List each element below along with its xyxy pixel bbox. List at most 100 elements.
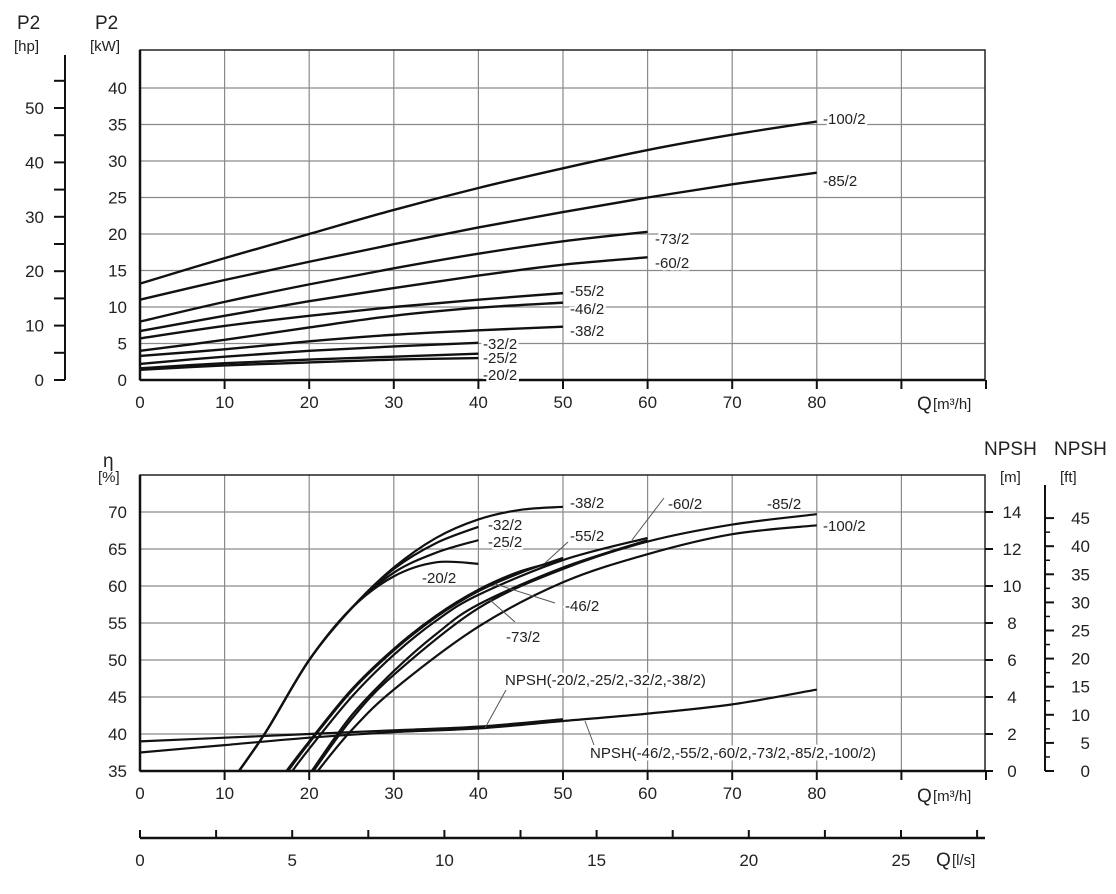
hp-tick-label: 50 xyxy=(25,99,44,118)
efficiency-curve-label: -55/2 xyxy=(570,528,604,545)
x-tick-label: 20 xyxy=(300,393,319,412)
ls-tick-label: 20 xyxy=(739,851,758,870)
npsh-curve-label: NPSH(-46/2,-55/2,-60/2,-73/2,-85/2,-100/… xyxy=(590,745,876,762)
efficiency-curve-label: -20/2 xyxy=(422,570,456,587)
ls-tick-label: 25 xyxy=(892,851,911,870)
eff-tick-label: 55 xyxy=(108,614,127,633)
power-curve-label: -60/2 xyxy=(655,255,689,272)
grid xyxy=(139,49,986,772)
npsh-ft-tick-label: 35 xyxy=(1071,565,1090,584)
kw-tick-label: 15 xyxy=(108,262,127,281)
npsh-ft-tick-label: 5 xyxy=(1081,734,1090,753)
hp-tick-label: 0 xyxy=(35,371,44,390)
npsh-m-tick-label: 4 xyxy=(1007,688,1016,707)
x-tick-label: 80 xyxy=(807,393,826,412)
eff-tick-label: 50 xyxy=(108,651,127,670)
x-tick-label: 0 xyxy=(135,393,144,412)
curves xyxy=(139,120,817,772)
efficiency-curve-60-2 xyxy=(291,536,648,772)
npsh-ft-tick-label: 40 xyxy=(1071,537,1090,556)
npsh-m-tick-label: 14 xyxy=(1003,503,1022,522)
ls-tick-label: 0 xyxy=(135,851,144,870)
kw-tick-label: 0 xyxy=(118,371,127,390)
power-curve-73-2 xyxy=(139,230,648,323)
x-tick-label: 70 xyxy=(723,784,742,803)
power-curve-100-2 xyxy=(139,120,817,285)
npsh-m-tick-label: 10 xyxy=(1003,577,1022,596)
npsh-ft-tick-label: 15 xyxy=(1071,678,1090,697)
npsh-curve-1 xyxy=(139,718,564,743)
power-curve-55-2 xyxy=(139,291,564,340)
power-curve-label: -73/2 xyxy=(655,231,689,248)
x-tick-label: 50 xyxy=(554,393,573,412)
hp-tick-label: 40 xyxy=(25,153,44,172)
efficiency-curve-85-2 xyxy=(312,513,817,772)
bottom-x-axis-unit: [m³/h] xyxy=(933,788,971,805)
x-tick-label: 80 xyxy=(807,784,826,803)
power-curve-label: -55/2 xyxy=(570,283,604,300)
label-leader-line xyxy=(489,599,516,623)
npsh-ft-tick-label: 0 xyxy=(1081,762,1090,781)
efficiency-curve-label: -46/2 xyxy=(565,598,599,615)
power-curve-25-2 xyxy=(139,352,479,370)
x-tick-label: 30 xyxy=(384,393,403,412)
efficiency-curve-20-2 xyxy=(238,560,479,772)
ls-tick-label: 5 xyxy=(287,851,296,870)
npsh-m-axis-unit: [m] xyxy=(1000,469,1021,486)
eff-tick-label: 35 xyxy=(108,762,127,781)
x-tick-label: 40 xyxy=(469,393,488,412)
eff-tick-label: 60 xyxy=(108,577,127,596)
npsh-m-axis-label: NPSH xyxy=(984,439,1037,460)
hp-tick-label: 20 xyxy=(25,262,44,281)
npsh-m-tick-label: 0 xyxy=(1007,762,1016,781)
top-kw-axis-unit: [kW] xyxy=(90,38,120,55)
efficiency-curve-label: -100/2 xyxy=(823,518,866,535)
kw-tick-label: 5 xyxy=(118,335,127,354)
kw-tick-label: 30 xyxy=(108,152,127,171)
x-tick-label: 10 xyxy=(215,784,234,803)
efficiency-curve-label: -85/2 xyxy=(767,496,801,513)
label-leader-line xyxy=(631,497,665,541)
ls-axis-label: Q xyxy=(936,850,951,871)
npsh-ft-axis-unit: [ft] xyxy=(1060,469,1077,486)
eff-tick-label: 70 xyxy=(108,503,127,522)
npsh-ft-tick-label: 20 xyxy=(1071,650,1090,669)
top-x-axis-label: Q xyxy=(917,394,932,415)
label-leader-line xyxy=(494,583,556,604)
npsh-ft-tick-label: 10 xyxy=(1071,706,1090,725)
efficiency-curve-label: -25/2 xyxy=(488,534,522,551)
npsh-ft-tick-label: 45 xyxy=(1071,509,1090,528)
npsh-ft-tick-label: 25 xyxy=(1071,622,1090,641)
npsh-m-tick-label: 8 xyxy=(1007,614,1016,633)
hp-tick-label: 30 xyxy=(25,208,44,227)
eff-tick-label: 65 xyxy=(108,540,127,559)
kw-tick-label: 10 xyxy=(108,298,127,317)
power-curve-label: -85/2 xyxy=(823,173,857,190)
x-tick-label: 60 xyxy=(638,393,657,412)
top-hp-axis-unit: [hp] xyxy=(14,38,39,55)
npsh-m-tick-label: 12 xyxy=(1003,540,1022,559)
efficiency-curve-label: -60/2 xyxy=(668,496,702,513)
x-tick-label: 40 xyxy=(469,784,488,803)
axes: 0 10 20 30 40 50 60 70 800 10 20 30 40 50 60 70 80051015… xyxy=(25,50,1090,870)
kw-tick-label: 20 xyxy=(108,225,127,244)
power-curve-label: -20/2 xyxy=(483,367,517,384)
power-curve-60-2 xyxy=(139,256,648,333)
power-curve-label: -100/2 xyxy=(823,111,866,128)
label-leader-line xyxy=(584,720,595,746)
eff-tick-label: 45 xyxy=(108,688,127,707)
power-curve-label: -25/2 xyxy=(483,350,517,367)
x-tick-label: 0 xyxy=(135,784,144,803)
eff-tick-label: 40 xyxy=(108,725,127,744)
kw-tick-label: 40 xyxy=(108,79,127,98)
ls-tick-label: 10 xyxy=(435,851,454,870)
power-curve-label: -38/2 xyxy=(570,323,604,340)
power-curve-46-2 xyxy=(139,301,564,352)
power-curve-label: -32/2 xyxy=(483,336,517,353)
npsh-curve-label: NPSH(-20/2,-25/2,-32/2,-38/2) xyxy=(505,672,706,689)
x-tick-label: 30 xyxy=(384,784,403,803)
npsh-m-tick-label: 2 xyxy=(1007,725,1016,744)
x-tick-label: 20 xyxy=(300,784,319,803)
eff-axis-unit: [%] xyxy=(98,469,120,486)
